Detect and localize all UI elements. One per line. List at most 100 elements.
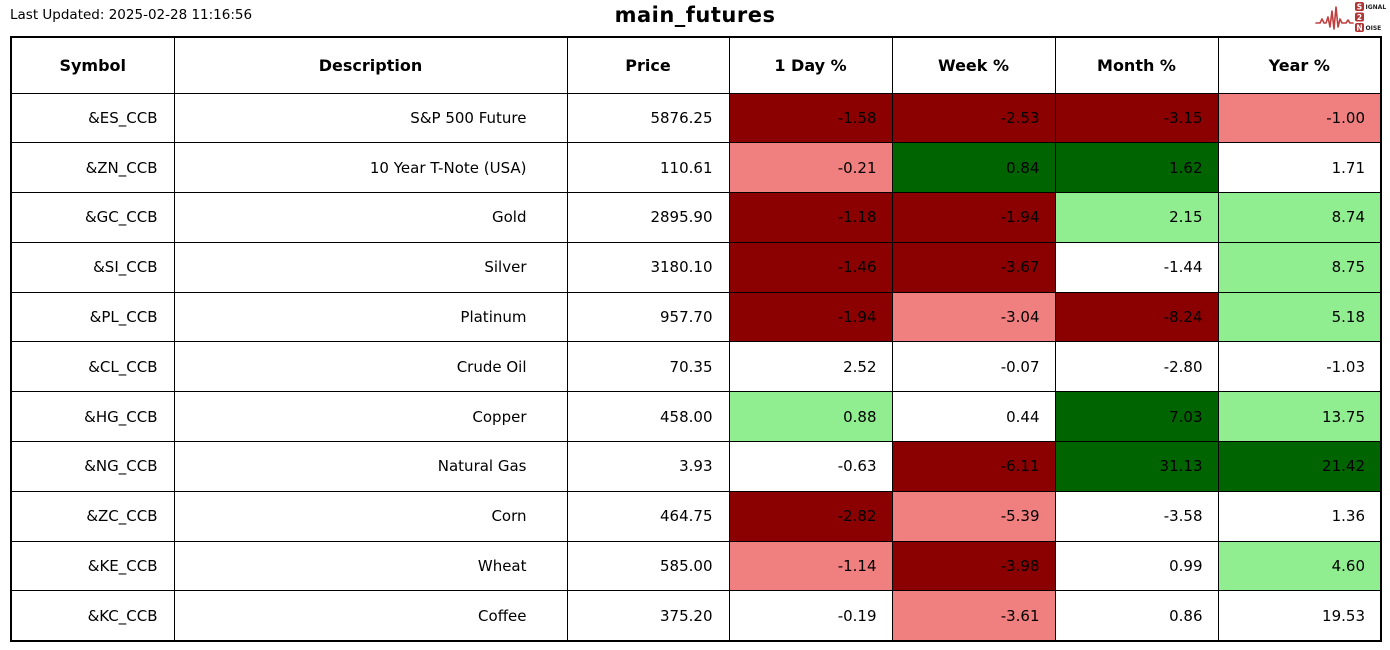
- symbol-cell: &PL_CCB: [10, 291, 175, 343]
- table-row: &KE_CCB Wheat 585.00 -1.14 -3.98 0.99 4.…: [10, 540, 1382, 592]
- column-header-symbol: Symbol: [10, 36, 175, 94]
- table-row: &NG_CCB Natural Gas 3.93 -0.63 -6.11 31.…: [10, 441, 1382, 492]
- week-pct-cell: -1.94: [891, 192, 1056, 243]
- description-cell: Coffee: [173, 590, 568, 642]
- description-cell: Platinum: [173, 291, 568, 343]
- month-pct-cell: -1.44: [1054, 241, 1219, 293]
- table-row: &PL_CCB Platinum 957.70 -1.94 -3.04 -8.2…: [10, 291, 1382, 343]
- table-row: &ES_CCB S&P 500 Future 5876.25 -1.58 -2.…: [10, 92, 1382, 144]
- price-cell: 375.20: [566, 590, 730, 642]
- heartbeat-waveform-icon: [1315, 6, 1354, 30]
- price-cell: 3.93: [566, 441, 730, 492]
- month-pct-cell: 0.86: [1054, 590, 1219, 642]
- month-pct-cell: 7.03: [1054, 391, 1219, 443]
- day-pct-cell: -0.21: [728, 142, 893, 194]
- price-cell: 458.00: [566, 391, 730, 443]
- logo-letter-n: N: [1356, 23, 1362, 32]
- year-pct-cell: -1.03: [1217, 341, 1382, 393]
- year-pct-cell: 4.60: [1217, 540, 1382, 592]
- month-pct-cell: 1.62: [1054, 142, 1219, 194]
- month-pct-cell: 2.15: [1054, 192, 1219, 243]
- month-pct-cell: 0.99: [1054, 540, 1219, 592]
- day-pct-cell: -0.19: [728, 590, 893, 642]
- table-row: &KC_CCB Coffee 375.20 -0.19 -3.61 0.86 1…: [10, 590, 1382, 642]
- week-pct-cell: 0.84: [891, 142, 1056, 194]
- day-pct-cell: -1.18: [728, 192, 893, 243]
- table-header-row: Symbol Description Price 1 Day % Week % …: [10, 36, 1382, 94]
- day-pct-cell: -1.46: [728, 241, 893, 293]
- table-row: &ZN_CCB 10 Year T-Note (USA) 110.61 -0.2…: [10, 142, 1382, 194]
- symbol-cell: &KC_CCB: [10, 590, 175, 642]
- year-pct-cell: 13.75: [1217, 391, 1382, 443]
- price-cell: 2895.90: [566, 192, 730, 243]
- day-pct-cell: -2.82: [728, 490, 893, 542]
- symbol-cell: &GC_CCB: [10, 192, 175, 243]
- symbol-cell: &KE_CCB: [10, 540, 175, 592]
- year-pct-cell: 5.18: [1217, 291, 1382, 343]
- logo-text-ignal: IGNAL: [1366, 4, 1387, 11]
- symbol-cell: &SI_CCB: [10, 241, 175, 293]
- table-row: &HG_CCB Copper 458.00 0.88 0.44 7.03 13.…: [10, 391, 1382, 443]
- day-pct-cell: 2.52: [728, 341, 893, 393]
- description-cell: 10 Year T-Note (USA): [173, 142, 568, 194]
- month-pct-cell: -2.80: [1054, 341, 1219, 393]
- price-cell: 110.61: [566, 142, 730, 194]
- week-pct-cell: -3.67: [891, 241, 1056, 293]
- year-pct-cell: 1.36: [1217, 490, 1382, 542]
- month-pct-cell: -8.24: [1054, 291, 1219, 343]
- table-row: &ZC_CCB Corn 464.75 -2.82 -5.39 -3.58 1.…: [10, 490, 1382, 542]
- column-header-description: Description: [173, 36, 568, 94]
- week-pct-cell: -5.39: [891, 490, 1056, 542]
- description-cell: Wheat: [173, 540, 568, 592]
- description-cell: Gold: [173, 192, 568, 243]
- table-row: &SI_CCB Silver 3180.10 -1.46 -3.67 -1.44…: [10, 241, 1382, 293]
- page-title: main_futures: [614, 3, 776, 27]
- column-header-year-pct: Year %: [1217, 36, 1382, 94]
- column-header-week-pct: Week %: [891, 36, 1056, 94]
- table-row: &CL_CCB Crude Oil 70.35 2.52 -0.07 -2.80…: [10, 341, 1382, 393]
- month-pct-cell: 31.13: [1054, 441, 1219, 492]
- year-pct-cell: 8.74: [1217, 192, 1382, 243]
- symbol-cell: &ZN_CCB: [10, 142, 175, 194]
- futures-table: Symbol Description Price 1 Day % Week % …: [10, 36, 1382, 642]
- logo-digit-2: 2: [1357, 13, 1362, 22]
- week-pct-cell: -6.11: [891, 441, 1056, 492]
- year-pct-cell: -1.00: [1217, 92, 1382, 144]
- column-header-month-pct: Month %: [1054, 36, 1219, 94]
- week-pct-cell: 0.44: [891, 391, 1056, 443]
- month-pct-cell: -3.15: [1054, 92, 1219, 144]
- description-cell: Copper: [173, 391, 568, 443]
- symbol-cell: &NG_CCB: [10, 441, 175, 492]
- price-cell: 3180.10: [566, 241, 730, 293]
- description-cell: S&P 500 Future: [173, 92, 568, 144]
- week-pct-cell: -2.53: [891, 92, 1056, 144]
- week-pct-cell: -3.98: [891, 540, 1056, 592]
- description-cell: Crude Oil: [173, 341, 568, 393]
- price-cell: 70.35: [566, 341, 730, 393]
- day-pct-cell: 0.88: [728, 391, 893, 443]
- day-pct-cell: -1.94: [728, 291, 893, 343]
- description-cell: Natural Gas: [173, 441, 568, 492]
- column-header-price: Price: [566, 36, 730, 94]
- futures-table-body: &ES_CCB S&P 500 Future 5876.25 -1.58 -2.…: [10, 92, 1382, 642]
- column-header-1day-pct: 1 Day %: [728, 36, 893, 94]
- table-row: &GC_CCB Gold 2895.90 -1.18 -1.94 2.15 8.…: [10, 192, 1382, 243]
- year-pct-cell: 21.42: [1217, 441, 1382, 492]
- signal2noise-logo: S IGNAL 2 N OISE: [1315, 2, 1387, 32]
- symbol-cell: &ZC_CCB: [10, 490, 175, 542]
- year-pct-cell: 8.75: [1217, 241, 1382, 293]
- symbol-cell: &HG_CCB: [10, 391, 175, 443]
- logo-text-oise: OISE: [1366, 25, 1382, 32]
- day-pct-cell: -1.14: [728, 540, 893, 592]
- symbol-cell: &ES_CCB: [10, 92, 175, 144]
- price-cell: 957.70: [566, 291, 730, 343]
- week-pct-cell: -3.04: [891, 291, 1056, 343]
- year-pct-cell: 19.53: [1217, 590, 1382, 642]
- month-pct-cell: -3.58: [1054, 490, 1219, 542]
- day-pct-cell: -1.58: [728, 92, 893, 144]
- last-updated-label: Last Updated: 2025-02-28 11:16:56: [10, 7, 253, 23]
- year-pct-cell: 1.71: [1217, 142, 1382, 194]
- week-pct-cell: -3.61: [891, 590, 1056, 642]
- week-pct-cell: -0.07: [891, 341, 1056, 393]
